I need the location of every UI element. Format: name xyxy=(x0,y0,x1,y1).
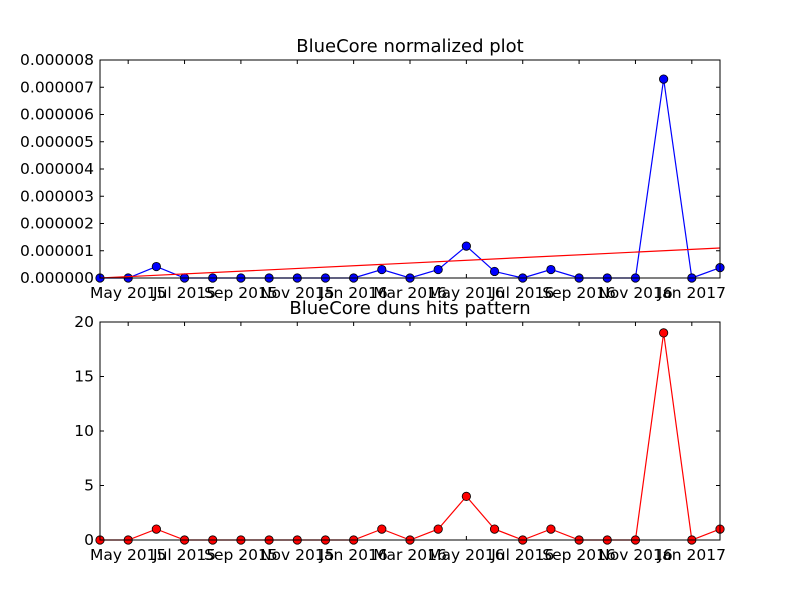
bottom-y-tick-label: 10 xyxy=(74,422,94,440)
top-chart-title: BlueCore normalized plot xyxy=(296,36,523,57)
bottom-x-tick-label: May 2015 xyxy=(90,546,166,564)
top-x-tick-label: Sep 2015 xyxy=(204,284,278,302)
top-data-point xyxy=(377,264,387,275)
bottom-x-tick-label: Jan 2016 xyxy=(318,546,387,564)
top-axes-frame xyxy=(99,59,721,279)
top-x-tick-label: Jul 2015 xyxy=(152,284,216,302)
top-data-point xyxy=(489,266,500,277)
bottom-x-tick-label: Sep 2016 xyxy=(542,546,616,564)
top-x-tick-label: Nov 2016 xyxy=(598,284,673,302)
bottom-y-tick-label: 5 xyxy=(84,477,94,495)
top-y-tick-label: 0.000001 xyxy=(20,242,94,260)
top-data-point xyxy=(659,74,669,84)
bottom-series-line xyxy=(100,332,721,541)
top-x-tick-label: Sep 2016 xyxy=(542,284,616,302)
top-y-tick-label: 0.000002 xyxy=(20,215,94,233)
bottom-x-tick-label: Nov 2016 xyxy=(598,546,673,564)
top-y-tick-label: 0.000004 xyxy=(20,160,94,178)
top-y-tick-label: 0.000003 xyxy=(20,187,94,205)
bottom-data-point xyxy=(433,524,443,534)
top-data-point xyxy=(151,261,161,272)
bottom-axes-frame xyxy=(99,321,721,541)
top-x-tick-label: May 2016 xyxy=(428,284,504,302)
top-trend-line xyxy=(99,247,721,279)
bottom-x-tick-label: Mar 2016 xyxy=(373,546,447,564)
bottom-x-tick-label: Nov 2015 xyxy=(260,546,335,564)
bottom-data-point xyxy=(151,524,161,534)
top-data-point xyxy=(461,241,471,251)
top-y-tick-label: 0.000007 xyxy=(20,78,94,96)
top-y-tick-label: 0.000000 xyxy=(20,269,94,287)
bottom-x-tick-label: Jul 2015 xyxy=(152,546,216,564)
top-x-tick-label: Jan 2017 xyxy=(657,284,726,302)
top-plot-area: 0.000000 0.000001 0.000002 0.000003 0.000004… xyxy=(20,51,726,302)
bottom-data-point xyxy=(659,328,669,338)
bottom-data-point xyxy=(546,524,556,534)
top-y-tick-label: 0.000005 xyxy=(20,133,94,151)
top-y-tick-label: 0.000008 xyxy=(20,51,94,69)
top-x-tick-label: Jan 2016 xyxy=(318,284,387,302)
top-data-point xyxy=(546,264,556,275)
bottom-x-tick-label: Jan 2017 xyxy=(657,546,726,564)
bottom-x-tick-label: Sep 2015 xyxy=(204,546,278,564)
top-series-line xyxy=(100,78,721,279)
top-y-tick-label: 0.000006 xyxy=(20,106,94,124)
top-x-tick-label: Nov 2015 xyxy=(260,284,335,302)
top-x-tick-label: Jul 2016 xyxy=(490,284,554,302)
bottom-chart: BlueCore duns hits pattern 0 5 10 15 20 May 2… xyxy=(74,298,726,564)
top-chart: BlueCore normalized plot 0.0000000.00000… xyxy=(20,36,726,302)
bottom-y-tick-label: 0 xyxy=(84,531,94,549)
bottom-data-point xyxy=(377,524,387,534)
top-data-point xyxy=(433,264,443,275)
bottom-x-tick-label: Jul 2016 xyxy=(490,546,554,564)
bottom-x-tick-label: May 2016 xyxy=(428,546,504,564)
top-x-tick-label: May 2015 xyxy=(90,284,166,302)
bottom-chart-title: BlueCore duns hits pattern xyxy=(289,298,530,319)
bottom-data-point xyxy=(489,524,500,534)
top-x-tick-label: Mar 2016 xyxy=(373,284,447,302)
bottom-y-tick-label: 20 xyxy=(74,313,94,331)
bottom-data-point xyxy=(461,491,471,501)
bottom-y-tick-label: 15 xyxy=(74,368,94,386)
